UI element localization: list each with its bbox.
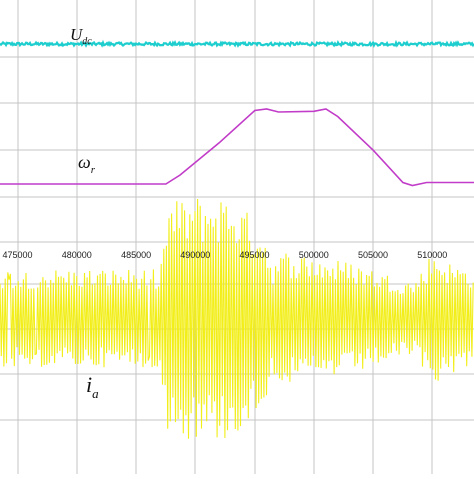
traces xyxy=(0,39,474,439)
series-udc-trace xyxy=(0,39,474,48)
series-label-main: ω xyxy=(78,152,91,172)
x-tick-label-495000: 495000 xyxy=(239,250,269,260)
series-label-omega-r: ωr xyxy=(78,152,96,176)
series-labels: Udc ωr ia xyxy=(70,25,99,401)
x-tick-label-475000: 475000 xyxy=(2,250,32,260)
series-label-u-dc: Udc xyxy=(70,25,92,47)
series-label-main: i xyxy=(86,372,92,397)
x-tick-labels: 475000 480000 485000 490000 495000 500000 5050… xyxy=(2,250,447,260)
x-tick-label-480000: 480000 xyxy=(62,250,92,260)
series-label-subscript: dc xyxy=(82,36,92,47)
series-label-main: U xyxy=(70,25,84,44)
series-label-i-a: ia xyxy=(86,372,99,401)
x-tick-label-500000: 500000 xyxy=(299,250,329,260)
series-omega-trace xyxy=(0,108,474,187)
series-label-subscript: r xyxy=(91,164,96,176)
series-ia-trace xyxy=(0,198,474,439)
x-tick-label-485000: 485000 xyxy=(121,250,151,260)
x-tick-label-505000: 505000 xyxy=(358,250,388,260)
x-tick-label-510000: 510000 xyxy=(417,250,447,260)
series-label-subscript: a xyxy=(92,386,99,401)
x-tick-label-490000: 490000 xyxy=(180,250,210,260)
